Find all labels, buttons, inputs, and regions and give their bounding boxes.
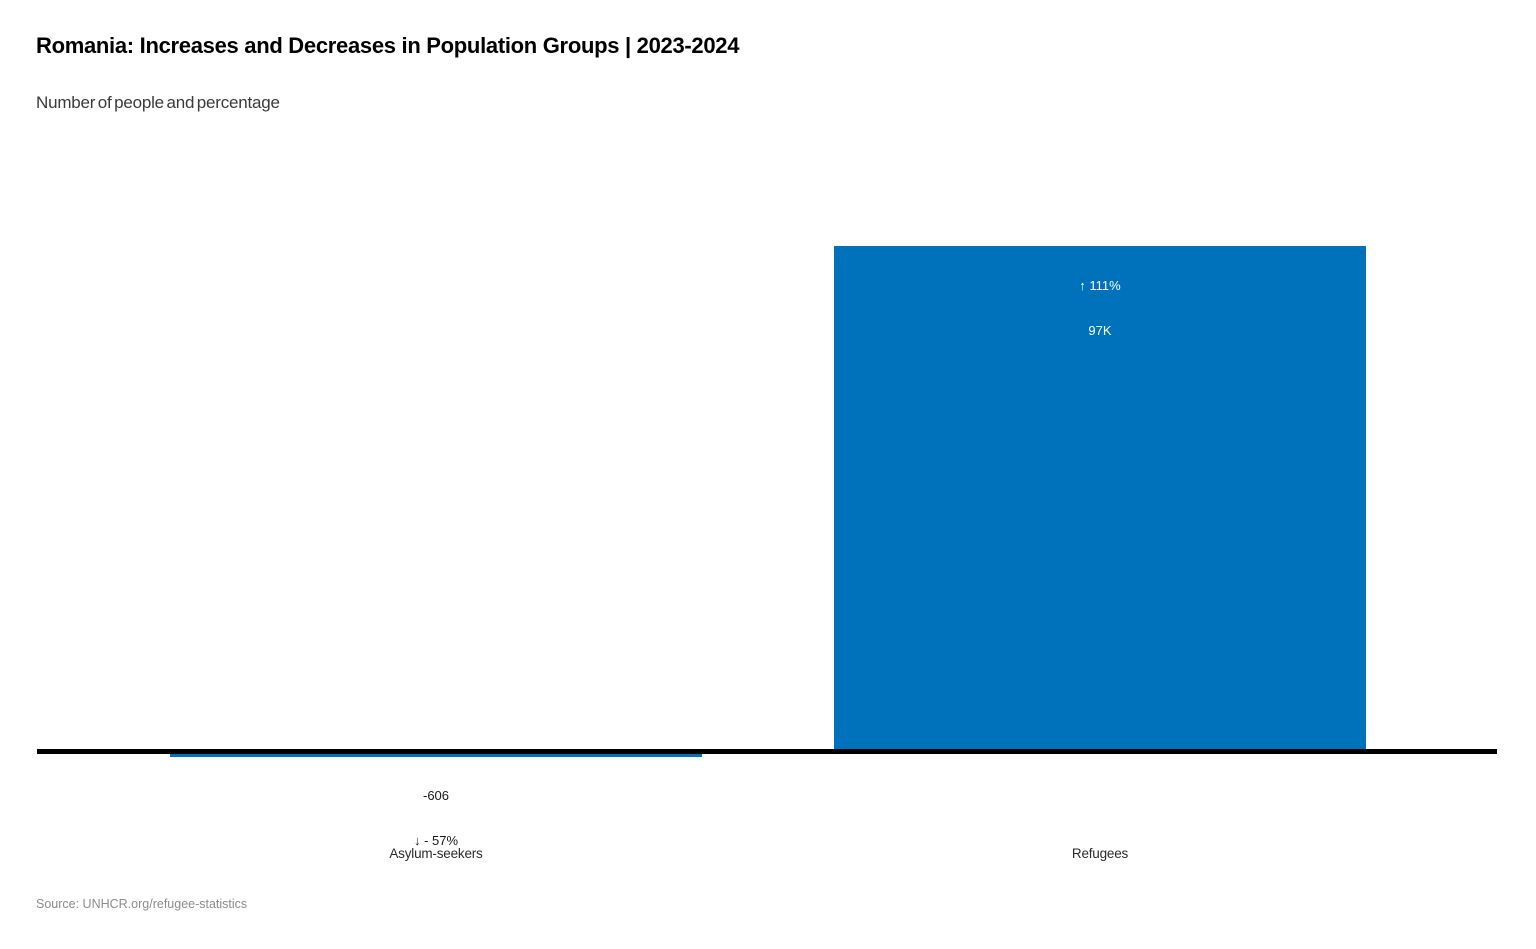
x-tick-label-refugees: Refugees <box>1071 846 1129 861</box>
bar-refugees <box>834 246 1366 749</box>
bar-percent-label: ↑ 111% <box>1079 278 1121 293</box>
bar-labels-refugees: ↑ 111% 97K <box>834 248 1366 368</box>
bar-percent-label: ↓ - 57% <box>413 833 459 848</box>
bar-value-label: -606 <box>422 788 450 803</box>
x-axis-baseline <box>37 749 1497 754</box>
source-note: Source: UNHCR.org/refugee-statistics <box>36 897 248 911</box>
bar-labels-asylum-seekers: -606 ↓ - 57% <box>170 758 702 878</box>
bar-value-label: 97K <box>1088 323 1112 338</box>
bar-asylum-seekers <box>170 754 702 757</box>
chart-title: Romania: Increases and Decreases in Popu… <box>36 33 740 58</box>
x-tick-label-asylum-seekers: Asylum-seekers <box>389 846 483 861</box>
chart-subtitle: Number of people and percentage <box>36 93 280 112</box>
